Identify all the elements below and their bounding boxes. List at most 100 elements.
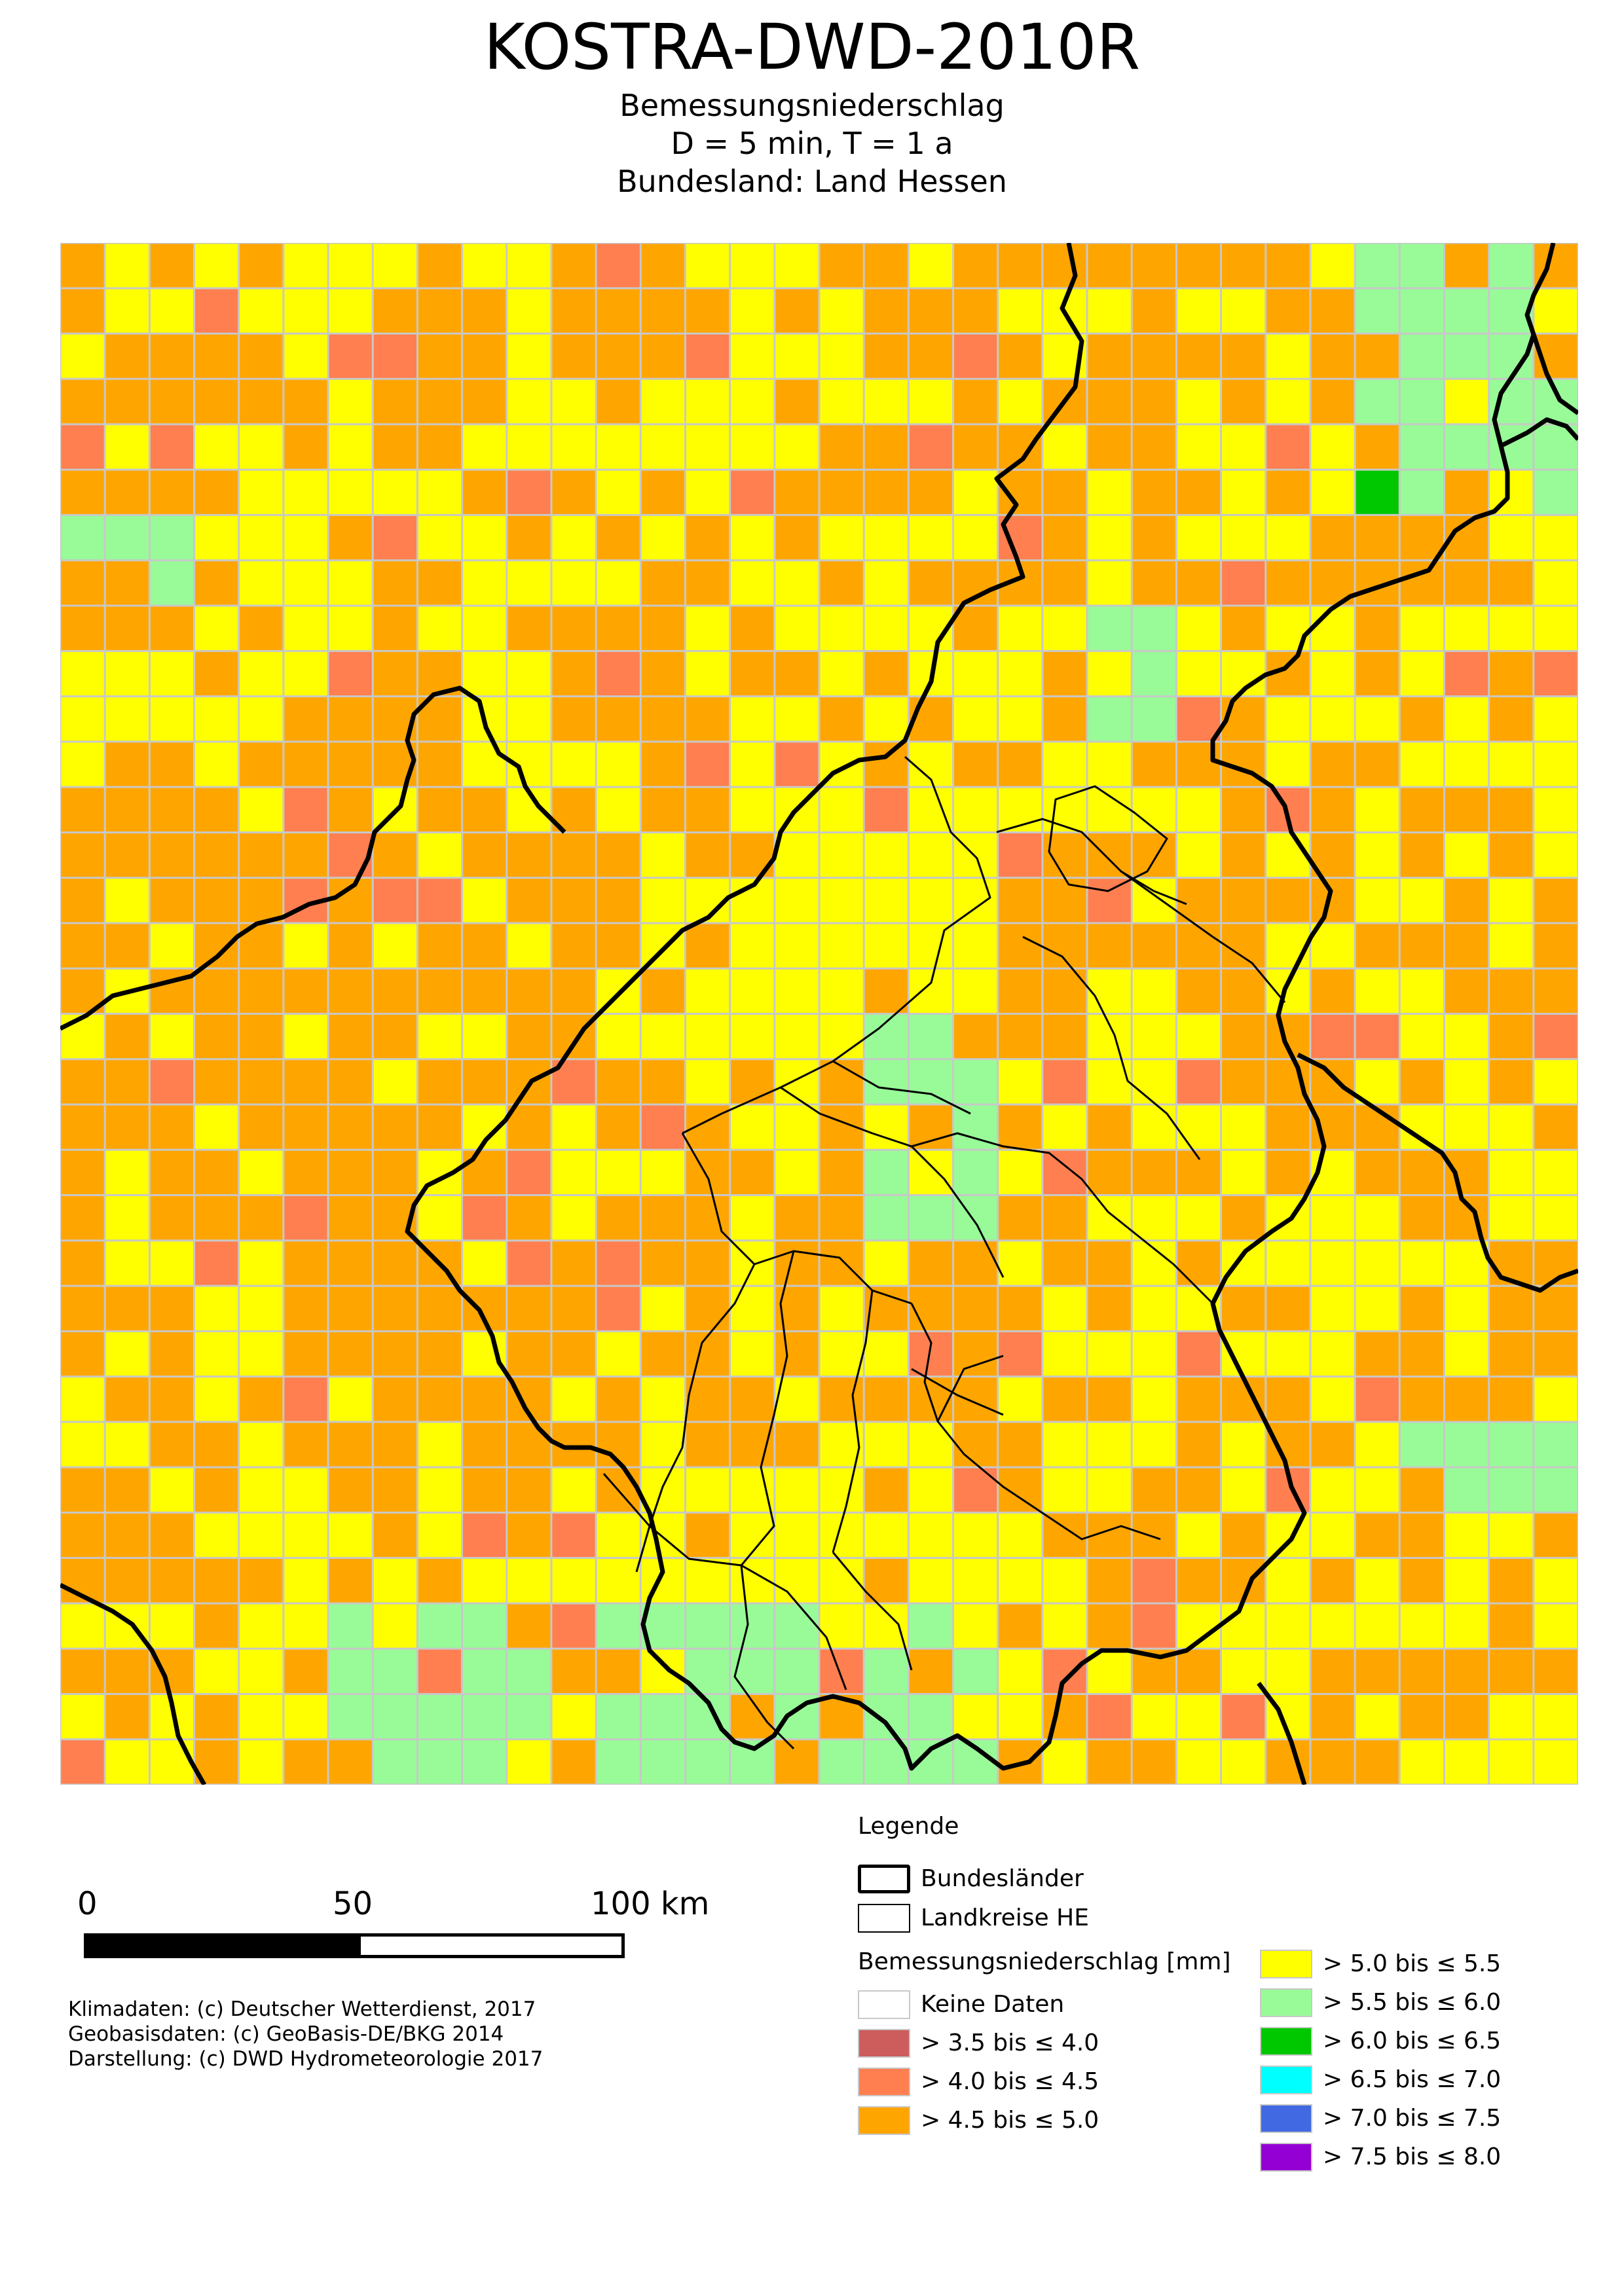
raster-cell [1488,1649,1534,1694]
raster-cell [1310,378,1356,425]
raster-cell [1488,968,1534,1014]
raster-cell [908,469,954,516]
raster-cell [149,651,195,697]
raster-cell [1132,1558,1177,1604]
raster-cell [551,651,597,697]
raster-cell [1399,1195,1445,1241]
raster-cell [238,378,284,425]
raster-cell [864,787,909,833]
raster-cell [328,1150,373,1196]
raster-cell [60,922,105,969]
raster-cell [551,1195,597,1241]
raster-cell [1355,1331,1400,1377]
raster-cell [1533,1739,1578,1785]
raster-cell [1132,424,1177,470]
raster-cell [462,1195,507,1241]
raster-cell [194,243,240,289]
raster-cell [1176,424,1222,470]
raster-cell [1488,1059,1534,1105]
raster-cell [462,469,507,516]
raster-cell [997,1512,1043,1559]
raster-cell [819,1467,864,1513]
raster-cell [1087,968,1132,1014]
raster-cell [685,832,731,879]
raster-cell [1310,1603,1356,1649]
raster-cell [1087,1331,1132,1377]
raster-cell [685,1150,731,1196]
raster-cell [1533,832,1578,879]
raster-cell [685,1558,731,1604]
raster-cell [506,922,552,969]
raster-cell [640,333,686,380]
raster-cell [1444,1104,1490,1150]
raster-cell [1042,1421,1088,1468]
raster-cell [1221,378,1266,425]
raster-cell [1221,288,1266,335]
raster-cell [105,741,150,788]
raster-cell [1399,741,1445,788]
raster-cell [1533,469,1578,516]
raster-cell [864,1603,909,1649]
raster-cell [149,1558,195,1604]
raster-cell [328,968,373,1014]
raster-cell [1355,1603,1400,1649]
raster-cell [596,243,641,289]
raster-cell [1221,1240,1266,1286]
raster-cell [953,741,999,788]
raster-cell [1444,968,1490,1014]
raster-cell [908,1059,954,1105]
raster-cell [238,1331,284,1377]
raster-cell [1310,333,1356,380]
raster-cell [283,1059,329,1105]
raster-cell [864,1376,909,1423]
raster-cell [238,243,284,289]
raster-cell [908,922,954,969]
raster-cell [506,968,552,1014]
raster-cell [1533,787,1578,833]
raster-cell [1087,1558,1132,1604]
raster-cell [194,1512,240,1559]
raster-cell [1176,1649,1222,1694]
raster-cell [194,606,240,651]
raster-cell [506,1331,552,1377]
raster-cell [328,1649,373,1694]
raster-cell [640,1240,686,1286]
raster-cell [1399,1512,1445,1559]
raster-cell [149,787,195,833]
raster-cell [864,651,909,697]
raster-cell [149,1150,195,1196]
raster-cell [1533,1421,1578,1468]
raster-cell [953,696,999,742]
raster-cell [685,1059,731,1105]
raster-cell [238,560,284,606]
raster-cell [1042,1104,1088,1150]
raster-cell [729,1150,775,1196]
raster-cell [194,968,240,1014]
raster-cell [1221,606,1266,651]
raster-cell [1444,378,1490,425]
raster-cell [1221,243,1266,289]
raster-cell [1310,288,1356,335]
raster-cell [1176,1059,1222,1105]
raster-cell [373,243,418,289]
legend-class-row: > 6.0 bis ≤ 6.5 [1260,2027,1501,2056]
raster-cell [1444,1059,1490,1105]
raster-cell [417,1013,463,1060]
raster-cell [729,1603,775,1649]
raster-cell [1265,1286,1311,1332]
raster-cell [640,424,686,470]
raster-cell [1221,922,1266,969]
raster-cell [685,1331,731,1377]
raster-cell [953,1467,999,1513]
raster-cell [1444,1603,1490,1649]
raster-cell [1488,922,1534,969]
raster-cell [1176,1331,1222,1377]
raster-cell [997,922,1043,969]
raster-cell [1087,424,1132,470]
raster-cell [328,424,373,470]
raster-cell [774,1649,820,1694]
raster-cell [328,1694,373,1740]
raster-cell [462,1013,507,1060]
raster-cell [774,243,820,289]
raster-cell [1310,1558,1356,1604]
